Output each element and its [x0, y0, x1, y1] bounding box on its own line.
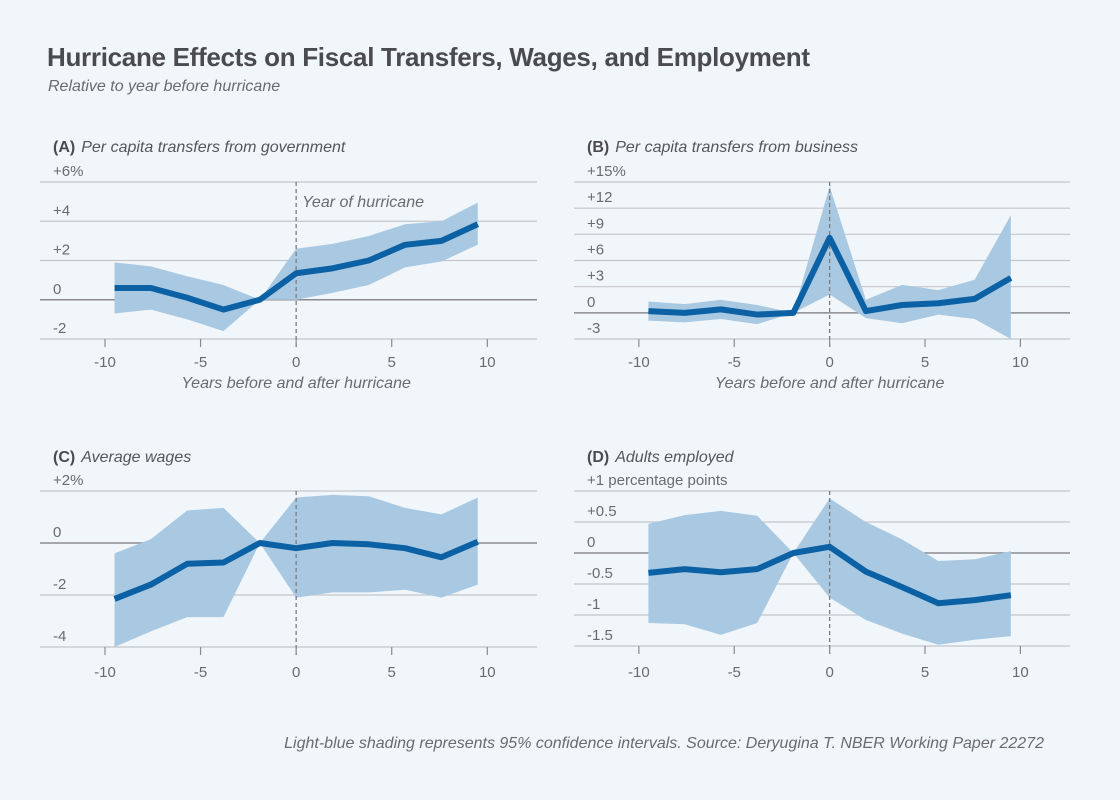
x-tick-label: 5 — [388, 354, 396, 371]
x-tick-label: 10 — [1012, 664, 1029, 681]
x-tick-label: 5 — [388, 664, 396, 681]
panel-heading: (B) Per capita transfers from business — [587, 139, 858, 156]
y-tick-label: +6% — [53, 163, 83, 180]
x-tick-label: -10 — [94, 354, 116, 371]
y-tick-label: +15% — [587, 163, 626, 180]
panel-b: (B) Per capita transfers from business +15… — [574, 139, 1070, 392]
panel-letter: (D) — [587, 449, 609, 466]
x-tick-label: -5 — [194, 354, 207, 371]
y-tick-label: +2 — [53, 242, 70, 259]
hurricane-annotation: Year of hurricane — [302, 194, 424, 211]
panel-title: Adults employed — [614, 449, 734, 466]
panel-letter: (C) — [53, 449, 75, 466]
x-tick-label: 10 — [479, 354, 496, 371]
y-tick-label: -1 — [587, 596, 600, 613]
chart-subtitle: Relative to year before hurricane — [48, 78, 281, 95]
x-tick-label: -5 — [194, 664, 207, 681]
x-axis-label: Years before and after hurricane — [181, 375, 411, 392]
x-tick-label: 0 — [825, 664, 833, 681]
y-tick-label: +3 — [587, 268, 604, 285]
y-tick-label: -1.5 — [587, 627, 613, 644]
x-tick-label: -10 — [628, 664, 650, 681]
panel-d: (D) Adults employed +1 percentage points +0… — [574, 449, 1070, 681]
x-tick-label: -5 — [728, 664, 741, 681]
y-tick-label: +6 — [587, 242, 604, 259]
panel-heading: (A) Per capita transfers from government — [53, 139, 346, 156]
panel-letter: (A) — [53, 139, 75, 156]
source-note: Light-blue shading represents 95% confid… — [284, 735, 1044, 752]
y-tick-label: -0.5 — [587, 565, 613, 582]
y-tick-label: -2 — [53, 320, 66, 337]
panel-letter: (B) — [587, 139, 609, 156]
y-tick-label: +1 percentage points — [587, 472, 728, 489]
x-tick-label: 5 — [921, 354, 929, 371]
panel-heading: (D) Adults employed — [587, 449, 735, 466]
x-tick-label: 0 — [825, 354, 833, 371]
x-tick-label: 0 — [292, 354, 300, 371]
panel-title: Average wages — [80, 449, 191, 466]
y-tick-label: +12 — [587, 189, 612, 206]
panel-title: Per capita transfers from government — [81, 139, 346, 156]
y-tick-label: 0 — [53, 524, 61, 541]
x-tick-label: 5 — [921, 664, 929, 681]
x-tick-label: 0 — [292, 664, 300, 681]
y-tick-label: 0 — [53, 281, 61, 298]
panel-c: (C) Average wages +2% 0 -2 -4 -10 -5 0 5 10 — [40, 449, 537, 681]
y-tick-label: +4 — [53, 202, 70, 219]
x-tick-label: -10 — [628, 354, 650, 371]
y-tick-label: -3 — [587, 320, 600, 337]
x-axis-label: Years before and after hurricane — [715, 375, 945, 392]
y-tick-label: +0.5 — [587, 503, 617, 520]
y-tick-label: 0 — [587, 294, 595, 311]
x-tick-label: 10 — [1012, 354, 1029, 371]
panel-heading: (C) Average wages — [53, 449, 191, 466]
x-tick-label: -5 — [728, 354, 741, 371]
y-tick-label: 0 — [587, 534, 595, 551]
y-tick-label: -2 — [53, 576, 66, 593]
y-tick-label: +9 — [587, 215, 604, 232]
panel-a: (A) Per capita transfers from government +… — [40, 139, 537, 392]
x-tick-label: 10 — [479, 664, 496, 681]
panel-title: Per capita transfers from business — [615, 139, 858, 156]
y-tick-label: +2% — [53, 472, 83, 489]
x-tick-label: -10 — [94, 664, 116, 681]
chart-title: Hurricane Effects on Fiscal Transfers, W… — [47, 42, 810, 72]
y-tick-label: -4 — [53, 628, 66, 645]
